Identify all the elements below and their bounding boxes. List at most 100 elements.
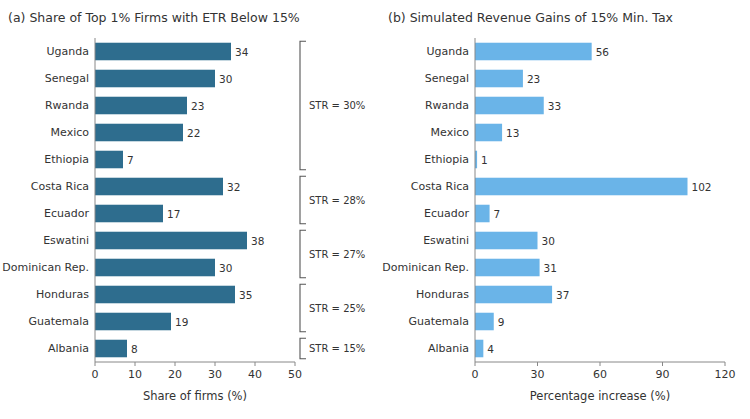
category-label: Ethiopia	[44, 153, 89, 166]
category-label: Dominican Rep.	[2, 261, 89, 274]
tick-label: 10	[128, 368, 142, 381]
data-label: 35	[239, 289, 252, 301]
category-label: Guatemala	[408, 315, 469, 328]
category-label: Eswatini	[423, 234, 469, 247]
tick-label: 0	[472, 368, 479, 381]
data-label: 32	[227, 181, 240, 193]
data-label: 22	[187, 127, 200, 139]
tick	[135, 362, 136, 366]
tick	[725, 362, 726, 366]
bar	[95, 124, 183, 142]
category-label: Uganda	[427, 45, 469, 58]
bar	[95, 232, 247, 250]
data-label: 30	[542, 235, 555, 247]
bar	[475, 43, 592, 61]
bar	[475, 124, 502, 142]
data-label: 38	[251, 235, 264, 247]
bar	[95, 313, 171, 331]
data-label: 7	[127, 154, 134, 166]
data-label: 7	[494, 208, 501, 220]
data-label: 1	[481, 154, 488, 166]
tick-label: 30	[531, 368, 545, 381]
bar	[475, 259, 540, 277]
tick	[215, 362, 216, 366]
category-label: Honduras	[416, 288, 469, 301]
category-label: Senegal	[425, 72, 469, 85]
tick	[175, 362, 176, 366]
tick-label: 60	[593, 368, 607, 381]
category-label: Ethiopia	[424, 153, 469, 166]
x-label: Share of firms (%)	[143, 389, 247, 403]
data-label: 33	[548, 100, 561, 112]
data-label: 23	[191, 100, 204, 112]
tick-label: 30	[208, 368, 222, 381]
annotation: STR = 15%	[309, 343, 365, 354]
annotation: STR = 28%	[309, 195, 365, 206]
data-label: 56	[596, 46, 610, 58]
category-label: Rwanda	[45, 99, 89, 112]
category-label: Rwanda	[425, 99, 469, 112]
data-label: 30	[219, 73, 232, 85]
category-label: Guatemala	[28, 315, 89, 328]
data-label: 34	[235, 46, 249, 58]
bar	[475, 340, 483, 358]
bracket	[300, 284, 306, 332]
tick-label: 120	[715, 368, 736, 381]
bar	[475, 70, 523, 88]
category-label: Eswatini	[43, 234, 89, 247]
bar	[95, 43, 231, 61]
category-label: Albania	[48, 342, 89, 355]
tick	[475, 362, 476, 366]
y-axis	[95, 38, 96, 362]
bar	[95, 340, 127, 358]
bar	[95, 70, 215, 88]
data-label: 4	[487, 343, 494, 355]
tick-label: 40	[248, 368, 262, 381]
bar	[95, 205, 163, 223]
category-label: Senegal	[45, 72, 89, 85]
data-label: 102	[692, 181, 712, 193]
data-label: 9	[498, 316, 505, 328]
bar	[95, 286, 235, 304]
data-label: 30	[219, 262, 232, 274]
data-label: 31	[544, 262, 557, 274]
category-label: Uganda	[47, 45, 89, 58]
tick	[600, 362, 601, 366]
category-label: Mexico	[51, 126, 90, 139]
chart: (a) Share of Top 1% Firms with ETR Below…	[0, 0, 750, 419]
panel: (b) Simulated Revenue Gains of 15% Min. …	[382, 10, 735, 403]
data-label: 8	[131, 343, 138, 355]
category-label: Ecuador	[424, 207, 469, 220]
bar	[475, 232, 538, 250]
bar	[475, 205, 490, 223]
data-label: 17	[167, 208, 180, 220]
annotation: STR = 30%	[309, 100, 365, 111]
bar	[475, 178, 688, 196]
data-label: 13	[506, 127, 519, 139]
bar	[95, 259, 215, 277]
bars	[95, 43, 247, 358]
bar	[95, 178, 223, 196]
panel: (a) Share of Top 1% Firms with ETR Below…	[2, 10, 365, 403]
category-label: Dominican Rep.	[382, 261, 469, 274]
bar	[95, 97, 187, 115]
tick	[537, 362, 538, 366]
bracket	[300, 338, 306, 359]
bar	[475, 286, 552, 304]
category-label: Costa Rica	[31, 180, 89, 193]
x-axis	[95, 362, 295, 363]
bars	[475, 43, 688, 358]
category-label: Mexico	[431, 126, 470, 139]
category-label: Costa Rica	[411, 180, 469, 193]
tick	[95, 362, 96, 366]
bar	[475, 313, 494, 331]
tick	[255, 362, 256, 366]
bracket	[300, 230, 306, 278]
category-label: Albania	[428, 342, 469, 355]
tick-label: 50	[288, 368, 302, 381]
title: (b) Simulated Revenue Gains of 15% Min. …	[388, 10, 673, 25]
data-label: 23	[527, 73, 540, 85]
tick-label: 0	[92, 368, 99, 381]
tick-label: 20	[168, 368, 182, 381]
bar	[475, 97, 544, 115]
